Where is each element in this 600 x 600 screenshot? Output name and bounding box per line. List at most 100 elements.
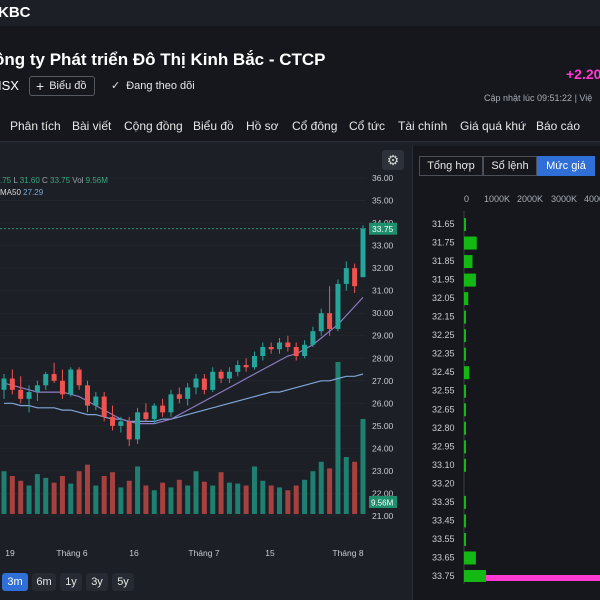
candle-body [260,347,266,357]
price-level-bar [464,458,466,472]
range-5y-button[interactable]: 5y [112,573,134,591]
candle-body [110,416,116,426]
candle-body [135,412,141,440]
volume-bar [34,474,40,514]
nav-tab-community[interactable]: Cộng đồng [124,119,183,133]
price-level-bar [464,236,477,250]
price-level-label: 32.55 [432,386,455,396]
price-tick-label: 27.00 [372,376,394,386]
candle-body [343,268,349,284]
range-3m-button[interactable]: 3m [2,573,28,591]
nav-tab-financials[interactable]: Tài chính [398,119,448,133]
price-level-bar [464,292,469,306]
add-to-chart-button[interactable]: + Biểu đồ [29,76,95,96]
volume-bar [101,476,107,514]
nav-tab-articles[interactable]: Bài viết [72,119,112,133]
volume-axis-tick: 4000K [584,194,600,204]
volume-bar [268,485,274,514]
price-level-bar-current [486,575,600,581]
price-tick-label: 30.00 [372,308,394,318]
candle-body [318,313,324,332]
price-level-bar [464,329,466,343]
candle-body [34,385,40,393]
tab-order-book[interactable]: Sổ lệnh [483,156,537,176]
candle-body [327,313,333,329]
price-level-label: 31.95 [432,275,455,285]
volume-bar [210,485,216,514]
range-3y-button[interactable]: 3y [86,573,108,591]
price-level-label: 33.75 [432,571,455,581]
candle-body [84,385,90,406]
plus-icon: + [36,78,45,94]
candle-body [360,228,366,278]
price-level-bar [464,384,466,398]
last-price-label: 33.75 [372,224,394,234]
candle-body [18,389,24,399]
volume-bar [1,471,7,514]
price-level-bar [464,347,466,361]
price-level-label: 33.10 [432,460,455,470]
time-tick-label: Tháng 8 [332,548,363,558]
nav-tab-analysis[interactable]: Phân tích [10,119,61,133]
candle-body [176,394,182,399]
volume-bar [110,472,116,514]
price-level-label: 32.80 [432,423,455,433]
volume-bar [26,485,32,514]
candlestick-chart[interactable]: 36.0035.0034.0033.0032.0031.0030.0029.00… [0,146,410,568]
volume-bar [126,480,132,514]
time-tick-label: 15 [265,548,275,558]
price-level-label: 31.85 [432,256,455,266]
price-change: +2.20 [566,66,600,82]
tab-price-levels[interactable]: Mức giá [537,156,595,176]
candle-body [26,392,32,399]
range-6m-button[interactable]: 6m [32,573,56,591]
volume-bar [360,419,366,514]
price-tick-label: 26.00 [372,398,394,408]
candle-body [193,378,199,388]
candle-body [185,387,191,399]
price-tick-label: 25.00 [372,421,394,431]
follow-button[interactable]: ✓ Đang theo dõi [111,79,195,93]
candle-body [118,421,124,426]
gear-icon[interactable]: ⚙ [382,150,404,170]
price-level-bar [464,421,466,435]
nav-tab-chart[interactable]: Biểu đồ [193,119,234,133]
volume-bar [18,480,24,514]
legend-close-value: 33.75 [50,176,71,185]
chart-button-label: Biểu đồ [49,80,87,92]
price-level-panel [412,146,600,600]
nav-tab-reports[interactable]: Báo cáo [536,119,581,133]
volume-axis-tick: 3000K [551,194,578,204]
tab-summary[interactable]: Tổng hợp [419,156,483,176]
candle-body [277,342,283,350]
price-level-label: 31.75 [432,238,455,248]
price-level-bar [464,514,466,528]
section-nav: Phân tích Bài viết Cộng đồng Biểu đồ Hồ … [0,112,600,142]
candle-body [1,378,7,390]
volume-bar [352,461,358,514]
price-level-label: 33.20 [432,478,455,488]
candle-body [226,371,232,379]
volume-bar [9,476,15,514]
legend-vol-label: Vol [72,176,84,185]
nav-tab-dividends[interactable]: Cổ tức [349,119,386,133]
price-level-bar [464,570,486,582]
price-tick-label: 23.00 [372,466,394,476]
price-level-label: 31.65 [432,219,455,229]
candle-body [160,405,166,413]
volume-bar [118,487,124,514]
nav-tab-price-history[interactable]: Giá quá khứ [460,119,527,133]
volume-bar [201,481,207,514]
nav-tab-shareholders[interactable]: Cổ đông [292,119,338,133]
candle-body [93,396,99,406]
candle-body [168,394,174,413]
candle-body [243,365,249,368]
legend-close-label: C [42,176,48,185]
candle-body [251,356,257,368]
volume-bar [318,461,324,514]
nav-tab-profile[interactable]: Hồ sơ [246,119,279,133]
price-level-label: 33.55 [432,534,455,544]
range-1y-button[interactable]: 1y [60,573,82,591]
volume-bar [68,483,74,514]
price-level-label: 32.05 [432,293,455,303]
